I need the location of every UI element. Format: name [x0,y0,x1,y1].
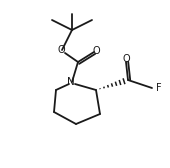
Text: N: N [67,77,75,87]
Text: O: O [92,46,100,56]
Text: O: O [57,45,65,55]
Text: O: O [122,54,130,64]
Text: F: F [156,83,162,93]
